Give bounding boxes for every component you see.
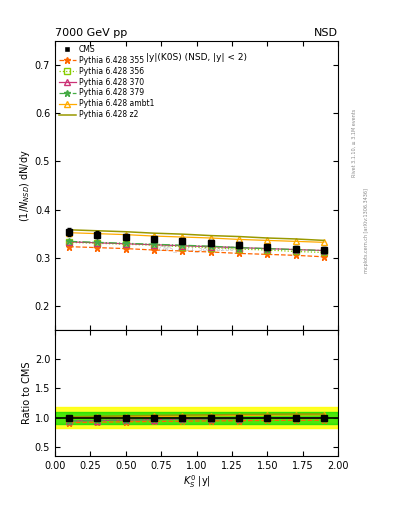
Bar (55, 412, 338, 423)
Legend: CMS, Pythia 6.428 355, Pythia 6.428 356, Pythia 6.428 370, Pythia 6.428 379, Pyt: CMS, Pythia 6.428 355, Pythia 6.428 356,… (57, 43, 156, 121)
Text: Rivet 3.1.10, ≥ 3.1M events: Rivet 3.1.10, ≥ 3.1M events (352, 109, 357, 178)
Text: mcplots.cern.ch [arXiv:1306.3436]: mcplots.cern.ch [arXiv:1306.3436] (364, 188, 369, 273)
Y-axis label: $(1/N_{NSD})$ dN/dy: $(1/N_{NSD})$ dN/dy (18, 149, 32, 222)
X-axis label: $K^0_S$ |y|: $K^0_S$ |y| (182, 473, 211, 490)
Text: |y|(K0S) (NSD, |y| < 2): |y|(K0S) (NSD, |y| < 2) (146, 53, 247, 61)
Bar (55, 407, 338, 428)
Text: NSD: NSD (314, 28, 338, 38)
Y-axis label: Ratio to CMS: Ratio to CMS (22, 361, 32, 424)
Text: 7000 GeV pp: 7000 GeV pp (55, 28, 127, 38)
Text: CMS_2011_S8978280: CMS_2011_S8978280 (158, 246, 235, 252)
